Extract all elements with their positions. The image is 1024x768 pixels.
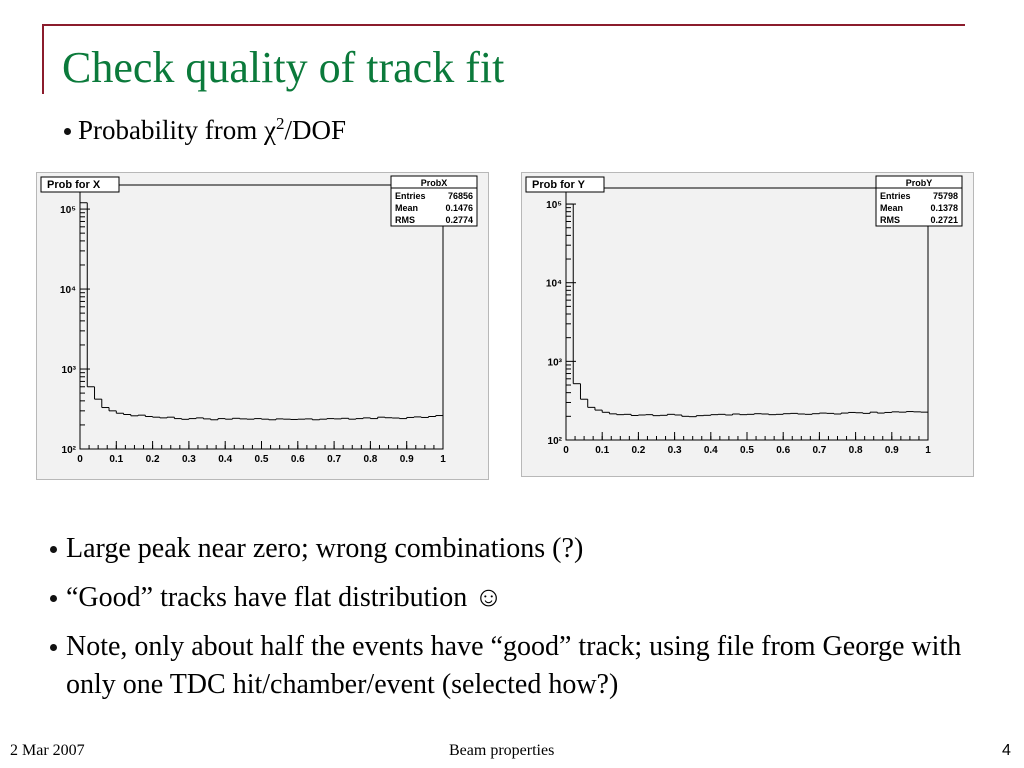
stats-label: Mean [880,203,903,213]
chart-title: Prob for X [47,179,101,191]
x-tick-label: 0.6 [291,454,305,465]
stats-label: Entries [880,191,911,201]
stats-box [875,175,963,227]
stats-value: 0.2774 [445,215,473,225]
superscript: 2 [275,114,285,133]
x-tick-label: 0.5 [740,445,754,456]
histogram-panel: 10² 10³ 10⁴ 10⁵ 0 0.1 0.2 0.3 0.4 0.5 0.6 0.7 0.8 0.9… [36,172,489,480]
y-tick-label: 10⁵ [60,205,76,216]
x-tick-label: 0.1 [595,445,609,456]
x-tick-label: 0.5 [255,454,269,465]
stats-label: RMS [880,215,900,225]
x-tick-label: 0.3 [182,454,196,465]
x-tick-label: 0.4 [704,445,718,456]
stats-name: ProbX [421,178,448,188]
bullet: Large peak near zero; wrong combinations… [66,533,584,564]
x-tick-label: 0.6 [776,445,790,456]
y-tick-label: 10⁴ [60,285,76,296]
x-tick-label: 0.9 [400,454,414,465]
x-tick-label: 0.7 [812,445,826,456]
stats-label: Entries [395,191,426,201]
x-tick-label: 1 [440,454,446,465]
page-number: 4 [1002,742,1011,759]
y-tick-label: 10³ [548,357,563,368]
x-tick-label: 0.9 [885,445,899,456]
bullet-text: /DOF [284,115,346,145]
bullet-dot [50,644,57,651]
x-tick-label: 0.1 [109,454,123,465]
x-tick-label: 0 [563,445,569,456]
stats-value: 76856 [448,191,473,201]
x-tick-label: 1 [925,445,931,456]
chart-title: Prob for Y [532,179,586,191]
title-box [525,176,605,193]
x-tick-label: 0.2 [146,454,160,465]
x-tick-label: 0 [77,454,83,465]
x-tick-label: 0.4 [218,454,232,465]
bullet-text: Probability from χ [78,115,276,145]
stats-box [390,175,478,227]
bullet-dot [64,128,71,135]
x-tick-label: 0.8 [363,454,377,465]
y-tick-label: 10³ [62,365,77,376]
plot-frame [79,184,444,450]
histogram-panel: 10² 10³ 10⁴ 10⁵ 0 0.1 0.2 0.3 0.4 0.5 0.6 0.7 0.8 0.9… [521,172,974,477]
bullet-dot [50,595,57,602]
stats-value: 0.1476 [445,203,473,213]
x-tick-label: 0.7 [327,454,341,465]
bullet-dot [50,546,57,553]
y-tick-label: 10² [62,445,77,456]
bullet: “Good” tracks have flat distribution ☺ [66,582,503,613]
footer-title: Beam properties [449,742,555,759]
footer-date: 2 Mar 2007 [10,742,85,759]
x-tick-label: 0.2 [631,445,645,456]
plot-frame [565,187,929,441]
bullet: Note, only about half the events have “g… [66,631,962,700]
stats-value: 75798 [933,191,958,201]
x-tick-label: 0.8 [849,445,863,456]
slide-title: Check quality of track fit [62,43,505,92]
bullet: Probability from χ2/DOF [78,114,346,146]
title-box [40,176,120,193]
y-tick-label: 10⁴ [546,279,562,290]
stats-value: 0.2721 [930,215,958,225]
stats-value: 0.1378 [930,203,958,213]
x-tick-label: 0.3 [668,445,682,456]
y-tick-label: 10² [548,436,563,447]
y-tick-label: 10⁵ [546,200,562,211]
stats-name: ProbY [906,178,933,188]
side-rule [42,24,44,94]
stats-label: RMS [395,215,415,225]
stats-label: Mean [395,203,418,213]
top-rule [42,24,965,26]
